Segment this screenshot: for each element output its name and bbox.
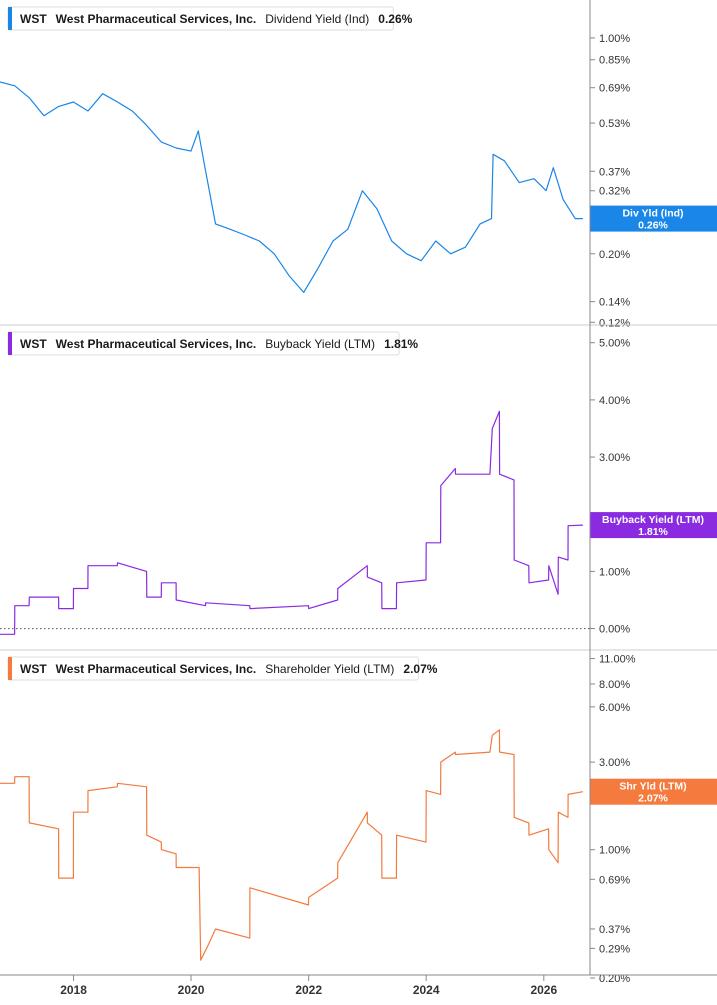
- x-tick-label: 2018: [60, 983, 87, 997]
- legend-metric: Shareholder Yield (LTM): [265, 662, 394, 676]
- y-tick-label: 0.00%: [599, 624, 630, 636]
- y-tick-label: 0.85%: [599, 55, 630, 67]
- x-tick-label: 2026: [530, 983, 557, 997]
- badge-label: Div Yld (Ind): [622, 208, 683, 220]
- y-tick-label: 11.00%: [599, 654, 636, 666]
- badge-background: [590, 778, 717, 805]
- legend-company: West Pharmaceutical Services, Inc.: [56, 12, 257, 26]
- x-axis: 2018 2020 2022 2024 2026: [0, 974, 717, 997]
- legend-company: West Pharmaceutical Services, Inc.: [56, 337, 257, 351]
- series-line-3: [0, 729, 584, 961]
- legend-latest: 2.07%: [403, 662, 437, 676]
- legend-ticker: WST: [20, 337, 47, 351]
- badge-label: Buyback Yield (LTM): [602, 514, 704, 526]
- y-tick-label: 6.00%: [599, 702, 630, 714]
- y-tick-label: 1.00%: [599, 845, 630, 857]
- legend-1: WST West Pharmaceutical Services, Inc. Div…: [7, 6, 413, 31]
- value-badge-2: Buyback Yield (LTM)1.81%: [590, 512, 717, 539]
- legend-2: WST West Pharmaceutical Services, Inc. Buy…: [7, 331, 418, 356]
- series-line-2: [0, 410, 583, 635]
- legend-text: WST West Pharmaceutical Services, Inc. Div…: [20, 12, 413, 26]
- y-tick-label: 3.00%: [599, 452, 630, 464]
- y-tick-label: 5.00%: [599, 338, 630, 350]
- legend-metric: Dividend Yield (Ind): [265, 12, 369, 26]
- y-tick-label: 0.37%: [599, 924, 630, 936]
- badge-value: 0.26%: [638, 220, 668, 232]
- y-tick-label: 4.00%: [599, 395, 630, 407]
- legend-latest: 0.26%: [378, 12, 412, 26]
- chart-panel-3: 11.00% 8.00% 6.00% 3.00% 1.00% 0.69% 0.37% 0.29…: [0, 649, 717, 985]
- y-tick-label: 0.53%: [599, 118, 630, 130]
- y-tick-label: 0.69%: [599, 874, 630, 886]
- y-tick-label: 0.69%: [599, 83, 630, 95]
- chart-panel-1: 1.00% 0.85% 0.69% 0.53% 0.37% 0.32% 0.20% 0.14%…: [0, 6, 717, 329]
- y-tick-label: 0.20%: [599, 249, 630, 261]
- y-tick-label: 1.00%: [599, 33, 630, 45]
- legend-3: WST West Pharmaceutical Services, Inc. Sha…: [7, 656, 438, 681]
- legend-metric: Buyback Yield (LTM): [265, 337, 375, 351]
- legend-ticker: WST: [20, 662, 47, 676]
- y-tick-label: 0.20%: [599, 973, 630, 985]
- badge-background: [590, 512, 717, 539]
- legend-ticker: WST: [20, 12, 47, 26]
- value-badge-3: Shr Yld (LTM)2.07%: [590, 778, 717, 805]
- x-tick-label: 2022: [295, 983, 322, 997]
- legend-company: West Pharmaceutical Services, Inc.: [56, 662, 257, 676]
- x-tick-label: 2024: [413, 983, 440, 997]
- legend-color-swatch: [8, 332, 12, 355]
- y-tick-label: 0.37%: [599, 166, 630, 178]
- badge-background: [590, 205, 717, 232]
- y-tick-label: 1.00%: [599, 566, 630, 578]
- y-tick-label: 0.12%: [599, 317, 630, 329]
- y-tick-label: 3.00%: [599, 757, 630, 769]
- y-tick-label: 0.32%: [599, 186, 630, 198]
- badge-label: Shr Yld (LTM): [619, 781, 686, 793]
- legend-text: WST West Pharmaceutical Services, Inc. Buy…: [20, 337, 418, 351]
- badge-value: 1.81%: [638, 526, 668, 538]
- series-line-1: [0, 81, 583, 293]
- badge-value: 2.07%: [638, 793, 668, 805]
- value-badge-1: Div Yld (Ind)0.26%: [590, 205, 717, 232]
- x-tick-label: 2020: [178, 983, 205, 997]
- legend-latest: 1.81%: [384, 337, 418, 351]
- y-tick-label: 0.14%: [599, 297, 630, 309]
- legend-color-swatch: [8, 657, 12, 680]
- chart-panel-2: 5.00% 4.00% 3.00% 1.00% 0.00% WST West Pharmac…: [0, 324, 717, 636]
- legend-color-swatch: [8, 7, 12, 30]
- y-tick-label: 0.29%: [599, 943, 630, 955]
- legend-text: WST West Pharmaceutical Services, Inc. Sha…: [20, 662, 438, 676]
- y-tick-label: 8.00%: [599, 679, 630, 691]
